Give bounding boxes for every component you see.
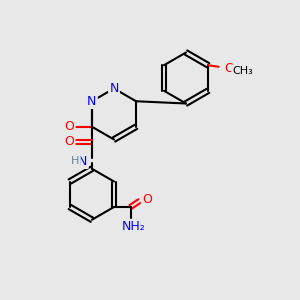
Text: CH₃: CH₃ bbox=[232, 66, 253, 76]
Text: O: O bbox=[64, 120, 74, 133]
Text: H: H bbox=[71, 156, 80, 166]
Text: O: O bbox=[64, 135, 74, 148]
Text: N: N bbox=[87, 95, 97, 108]
Text: N: N bbox=[109, 82, 119, 95]
Text: O: O bbox=[142, 193, 152, 206]
Text: N: N bbox=[78, 155, 88, 168]
Text: O: O bbox=[225, 62, 235, 75]
Text: NH₂: NH₂ bbox=[122, 220, 146, 233]
